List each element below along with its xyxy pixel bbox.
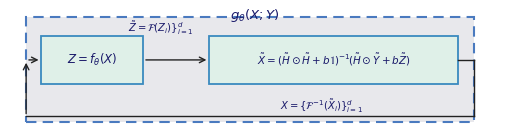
Bar — [26, 17, 473, 122]
Text: $\tilde{Z} = \mathcal{F}(Z_i)\}_{i=1}^{d}$: $\tilde{Z} = \mathcal{F}(Z_i)\}_{i=1}^{d… — [128, 19, 193, 37]
Text: $Z = f_{\theta}(X)$: $Z = f_{\theta}(X)$ — [67, 52, 117, 68]
Text: $g_{\theta}(X;Y)$: $g_{\theta}(X;Y)$ — [230, 7, 279, 24]
Bar — [209, 36, 458, 84]
Bar — [41, 36, 143, 84]
Text: $\tilde{X} = \left(\tilde{H} \odot \tilde{H} + b\mathbb{1}\right)^{-1}\!\left(\t: $\tilde{X} = \left(\tilde{H} \odot \tild… — [257, 52, 410, 68]
Text: $X = \{\mathcal{F}^{-1}(\tilde{X}_i)\}_{i=1}^{d}$: $X = \{\mathcal{F}^{-1}(\tilde{X}_i)\}_{… — [279, 97, 362, 115]
